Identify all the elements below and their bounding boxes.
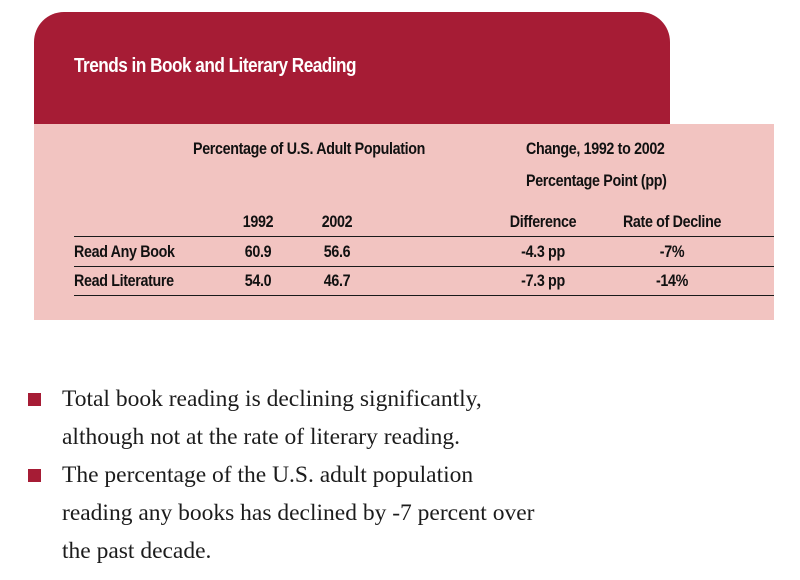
cell-read-literature-2002: 46.7 — [323, 271, 351, 290]
group-header-change-line1: Change, 1992 to 2002 — [526, 139, 665, 158]
table-rule-row2 — [74, 295, 774, 296]
column-header-1992: 1992 — [242, 212, 274, 231]
bullet-line: reading any books has declined by -7 per… — [62, 500, 535, 526]
column-header-2002: 2002 — [321, 212, 353, 231]
cell-read-any-book-2002: 56.6 — [323, 242, 351, 261]
row-label-read-any-book: Read Any Book — [74, 242, 175, 261]
cell-read-any-book-1992: 60.9 — [244, 242, 272, 261]
cell-read-literature-rate: -14% — [656, 271, 688, 290]
bullet-line: the past decade. — [62, 538, 212, 564]
title-banner — [34, 12, 670, 124]
cell-read-literature-1992: 54.0 — [244, 271, 272, 290]
group-header-change-line2: Percentage Point (pp) — [526, 171, 667, 190]
table-rule-header — [74, 236, 774, 237]
cell-read-literature-difference: -7.3 pp — [521, 271, 565, 290]
bullet-line: Total book reading is declining signific… — [62, 386, 482, 412]
column-header-difference: Difference — [509, 212, 577, 231]
cell-read-any-book-difference: -4.3 pp — [521, 242, 565, 261]
table-panel — [34, 124, 774, 320]
table-rule-row1 — [74, 266, 774, 267]
bullet-list: Total book reading is declining signific… — [28, 380, 662, 570]
bullet-item: Total book reading is declining signific… — [28, 380, 662, 456]
bullet-square-icon — [28, 393, 41, 406]
column-header-rate-of-decline: Rate of Decline — [622, 212, 722, 231]
bullet-line: although not at the rate of literary rea… — [62, 424, 461, 450]
bullet-square-icon — [28, 469, 41, 482]
group-header-percentage: Percentage of U.S. Adult Population — [193, 139, 426, 158]
row-label-read-literature: Read Literature — [74, 271, 174, 290]
bullet-item: The percentage of the U.S. adult populat… — [28, 456, 662, 570]
chart-title: Trends in Book and Literary Reading — [74, 55, 357, 77]
bullet-line: The percentage of the U.S. adult populat… — [62, 462, 474, 488]
cell-read-any-book-rate: -7% — [659, 242, 685, 261]
